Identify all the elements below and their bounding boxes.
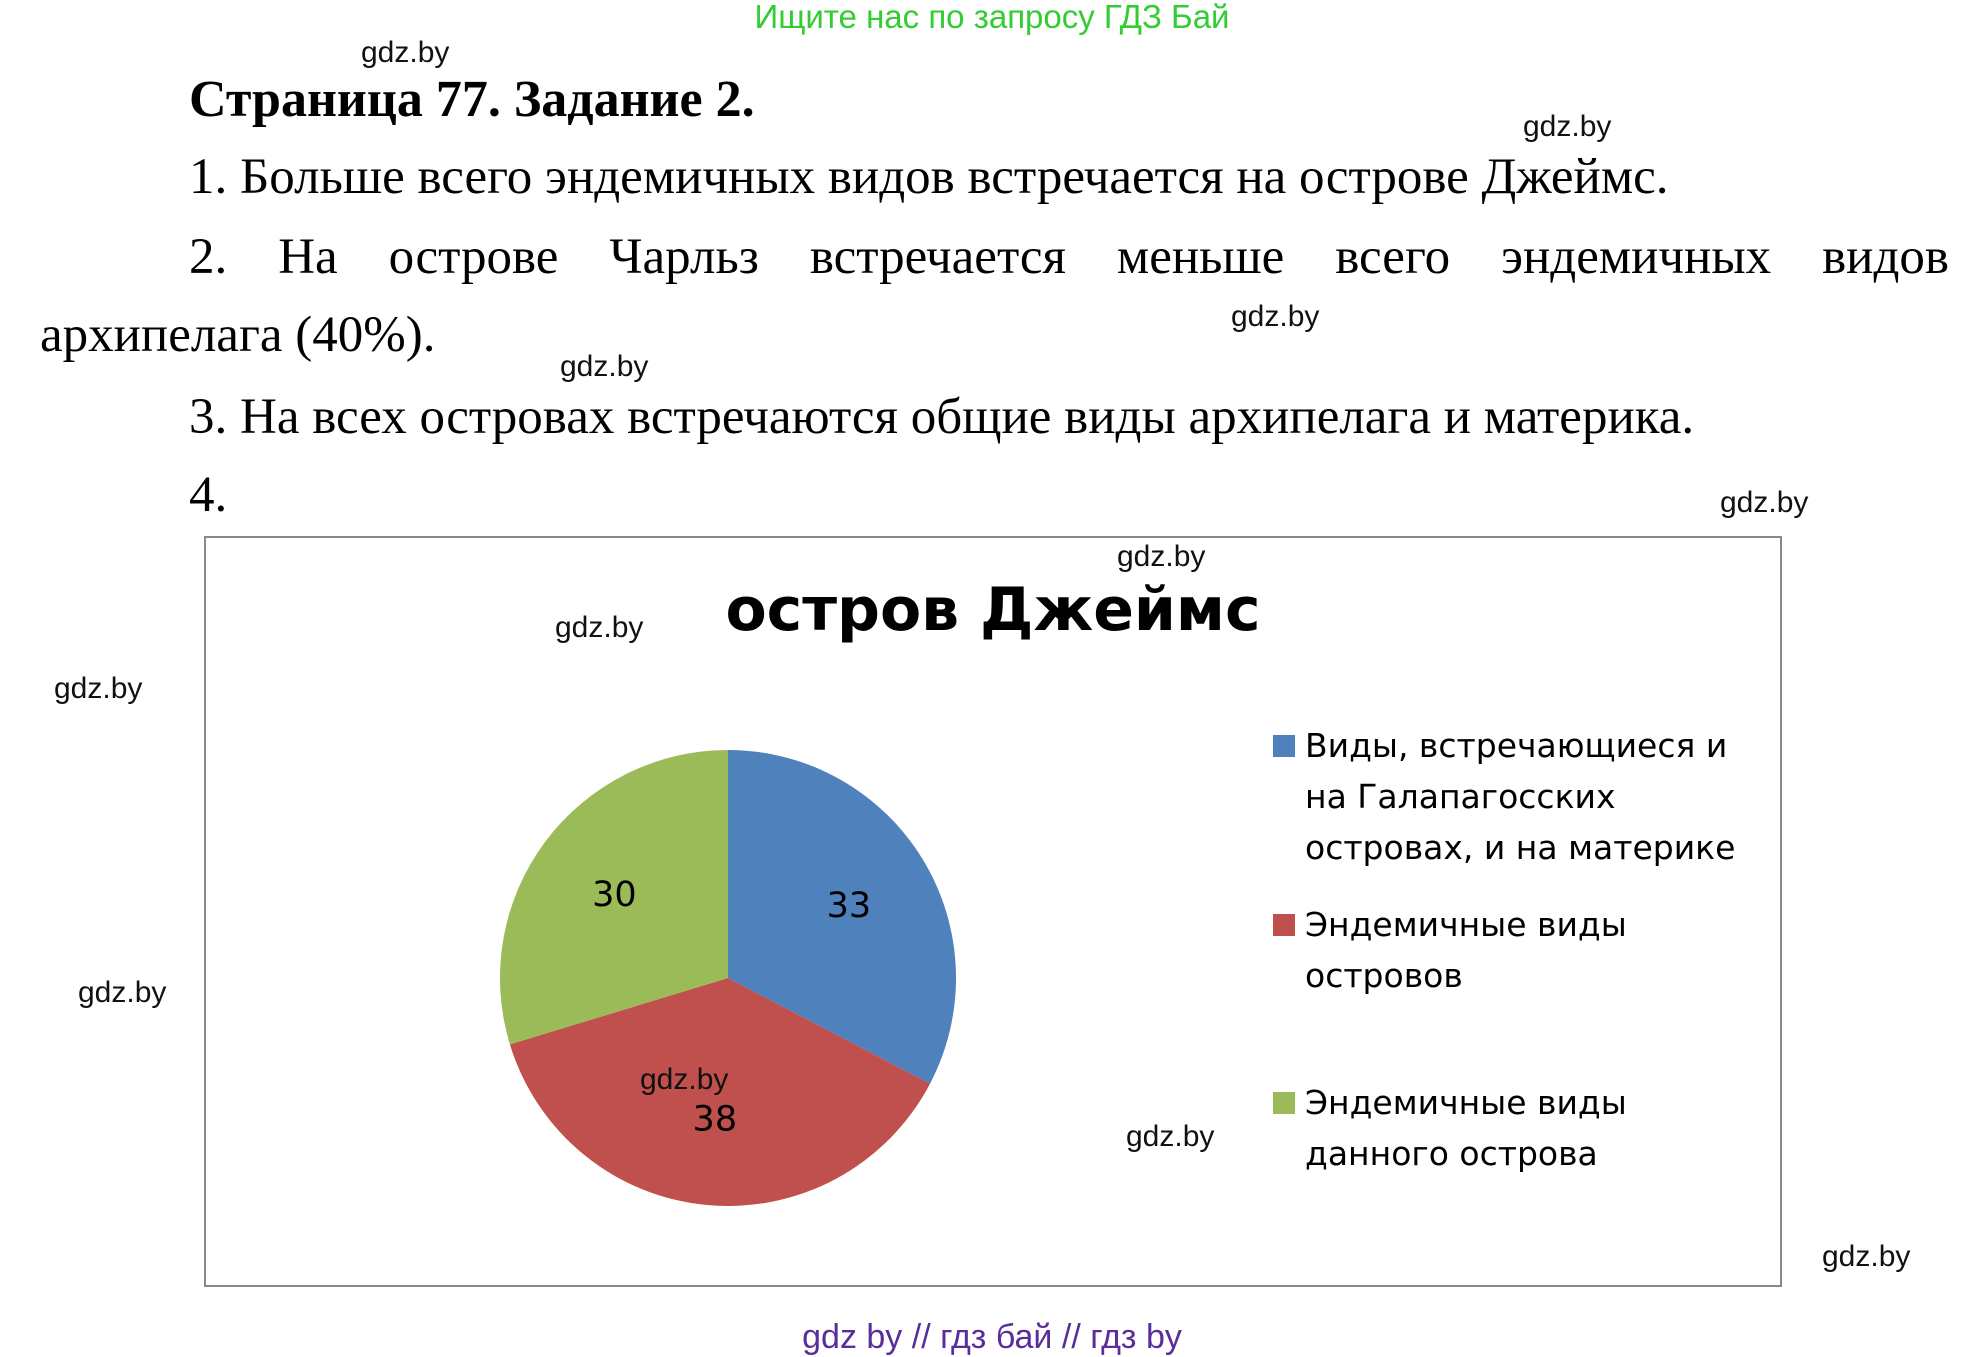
legend-swatch [1273, 735, 1295, 757]
watermark: gdz.by [54, 672, 143, 705]
chart-title: остров Джеймс [725, 575, 1261, 645]
watermark: gdz.by [640, 1063, 729, 1096]
legend-line: Эндемичные виды [1305, 1083, 1627, 1122]
answer-3: 3. На всех островах встречаются общие ви… [189, 389, 1695, 445]
watermark: gdz.by [1720, 486, 1809, 519]
legend-line: на Галапагосских [1305, 777, 1616, 816]
search-banner: Ищите нас по запросу ГДЗ Бай [754, 0, 1230, 35]
legend-line: островов [1305, 956, 1463, 995]
legend-entry: Эндемичные виды островов [1305, 899, 1627, 1001]
pie-slice [509, 978, 931, 1206]
legend-line: Эндемичные виды [1305, 905, 1627, 944]
answer-1: 1. Больше всего эндемичных видов встреча… [189, 149, 1669, 205]
answer-4: 4. [189, 467, 228, 523]
data-label: 30 [592, 875, 637, 915]
pie-slice [500, 749, 728, 1045]
legend-entry: Виды, встречающиеся и на Галапагосских ост… [1305, 720, 1735, 873]
legend-line: островах, и на материке [1305, 828, 1736, 867]
legend-entry: Эндемичные виды данного острова [1305, 1077, 1627, 1179]
page-title: Страница 77. Задание 2. [189, 71, 755, 128]
legend-swatch [1273, 914, 1295, 936]
watermark: gdz.by [1126, 1120, 1215, 1153]
legend-line: Виды, встречающиеся и [1305, 726, 1728, 765]
legend-swatch [1273, 1092, 1295, 1114]
data-label: 33 [827, 886, 872, 926]
watermark: gdz.by [555, 611, 644, 644]
watermark: gdz.by [1822, 1240, 1911, 1273]
watermark: gdz.by [78, 976, 167, 1009]
legend-line: данного острова [1305, 1134, 1598, 1173]
watermark: gdz.by [560, 350, 649, 383]
pie-slice [728, 750, 957, 1084]
watermark: gdz.by [361, 36, 450, 69]
answer-2-cont: архипелага (40%). [40, 307, 436, 363]
chart-frame [204, 536, 1782, 1287]
watermark: gdz.by [1523, 110, 1612, 143]
watermark: gdz.by [1231, 300, 1320, 333]
answer-2: 2. На острове Чарльз встречается меньше … [189, 229, 1949, 285]
footer-links: gdz by // гдз бай // гдз by [802, 1318, 1182, 1356]
data-label: 38 [693, 1100, 738, 1140]
watermark: gdz.by [1117, 540, 1206, 573]
